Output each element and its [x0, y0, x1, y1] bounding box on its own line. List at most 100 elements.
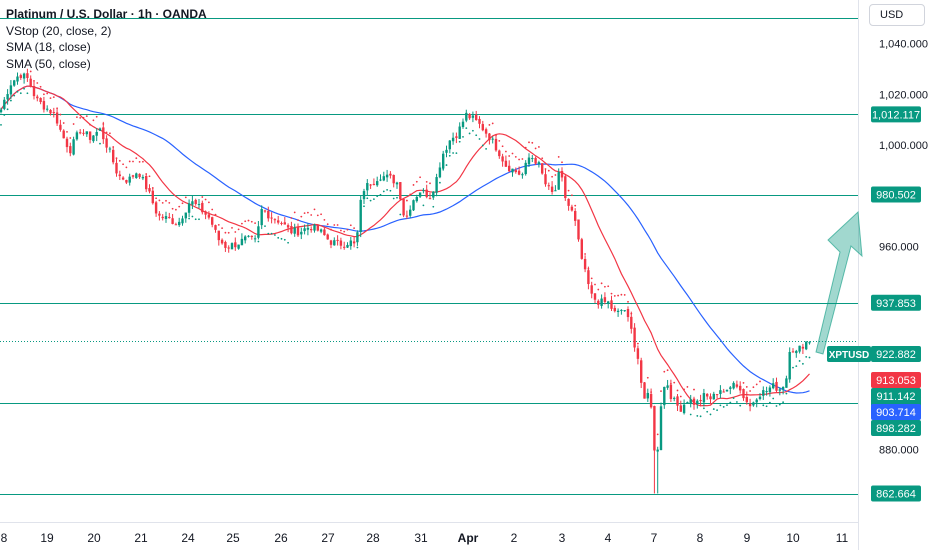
vstop-dot	[102, 123, 105, 125]
candle	[36, 94, 39, 102]
vstop-dot	[29, 70, 32, 73]
price-badge-bg	[871, 372, 921, 388]
candle	[616, 308, 620, 317]
candle	[102, 121, 105, 144]
candle-body	[69, 146, 72, 154]
vstop-dot	[561, 161, 563, 164]
candle	[88, 131, 92, 144]
candle	[626, 306, 630, 322]
candle	[778, 387, 781, 396]
vstop-dot	[280, 237, 283, 240]
vstop-dot	[270, 232, 273, 235]
candle-body	[313, 224, 316, 231]
candle	[333, 237, 336, 246]
candle-body	[418, 192, 422, 197]
price-badge: 898.282	[871, 420, 921, 436]
candle	[478, 116, 481, 129]
candle	[729, 385, 732, 395]
vstop-dot	[181, 202, 184, 205]
price-badge-bg	[871, 404, 921, 420]
indicator-sma-50[interactable]: SMA (50, close)	[6, 56, 91, 71]
candle-body	[293, 227, 296, 234]
candle-body	[607, 301, 610, 304]
candle-body	[121, 177, 125, 180]
time-tick-label: 9	[744, 531, 751, 545]
currency-selector[interactable]: USD	[869, 4, 925, 26]
vstop-dot	[505, 150, 507, 153]
candle-body	[755, 399, 758, 403]
candle-body	[748, 403, 752, 407]
candle-body	[141, 176, 145, 179]
candle-body	[432, 191, 435, 198]
vstop-dot	[290, 217, 293, 219]
candle	[283, 216, 286, 225]
candle-body	[742, 389, 745, 399]
vstop-dot	[118, 159, 121, 162]
candle-body	[547, 185, 550, 187]
vstop-dot	[409, 193, 412, 196]
candle-body	[32, 86, 36, 97]
candle	[227, 245, 230, 253]
candle-body	[451, 137, 455, 142]
indicator-sma-18[interactable]: SMA (18, close)	[6, 40, 91, 54]
vstop-dot	[277, 236, 280, 239]
vstop-dot	[369, 199, 372, 202]
candle	[739, 381, 742, 394]
candle-body	[498, 150, 501, 157]
vstop-dot	[518, 158, 520, 161]
candle	[481, 120, 484, 132]
vstop-dot	[465, 127, 468, 130]
candle-body	[333, 240, 336, 246]
candle-body	[504, 160, 508, 167]
vstop-dot	[353, 227, 355, 230]
vstop-dot	[633, 331, 636, 334]
horizontal-levels	[0, 18, 858, 495]
level-badge-text: 1,012.117	[872, 109, 920, 121]
candle-body	[428, 198, 432, 200]
candle	[541, 163, 544, 175]
candle	[607, 300, 610, 309]
candle	[765, 386, 768, 396]
vstop-dot	[703, 407, 705, 410]
candle-body	[112, 149, 115, 163]
candle	[498, 149, 501, 159]
candle-body	[785, 378, 788, 388]
time-tick-label: 25	[226, 531, 240, 545]
candle	[267, 206, 270, 222]
time-tick-label: Apr	[458, 531, 479, 545]
time-tick-label: 24	[181, 531, 195, 545]
candle	[415, 194, 418, 203]
candle-body	[75, 132, 79, 140]
candle-body	[277, 220, 280, 223]
vstop-dot	[158, 199, 161, 202]
candle	[399, 182, 402, 201]
candle	[656, 446, 659, 494]
symbol-title[interactable]: Platinum / U.S. Dollar · 1h · OANDA	[6, 7, 207, 21]
candle-body	[765, 391, 768, 393]
candle	[488, 132, 491, 145]
vstop-dot	[521, 158, 524, 160]
price-badge-bg	[871, 388, 921, 404]
candle	[574, 208, 577, 226]
candle-body	[145, 175, 148, 190]
candle	[323, 227, 326, 236]
candle	[250, 235, 253, 240]
candle	[544, 168, 547, 187]
candle-body	[524, 162, 527, 175]
vstop-dot	[597, 288, 600, 291]
candle	[663, 386, 666, 409]
vstop-dot	[109, 132, 111, 135]
vstop-dot	[511, 152, 514, 155]
indicator-vstop[interactable]: VStop (20, close, 2)	[6, 23, 112, 38]
vstop-dot	[406, 199, 408, 202]
candle	[715, 394, 719, 399]
candle-body	[164, 216, 168, 219]
vstop-dot	[788, 366, 791, 369]
candle	[471, 111, 475, 123]
candle-body	[669, 384, 673, 399]
candle	[260, 205, 263, 230]
candle	[42, 96, 46, 113]
vstop-dot	[343, 230, 346, 233]
symbol-badge-bg	[827, 346, 871, 362]
